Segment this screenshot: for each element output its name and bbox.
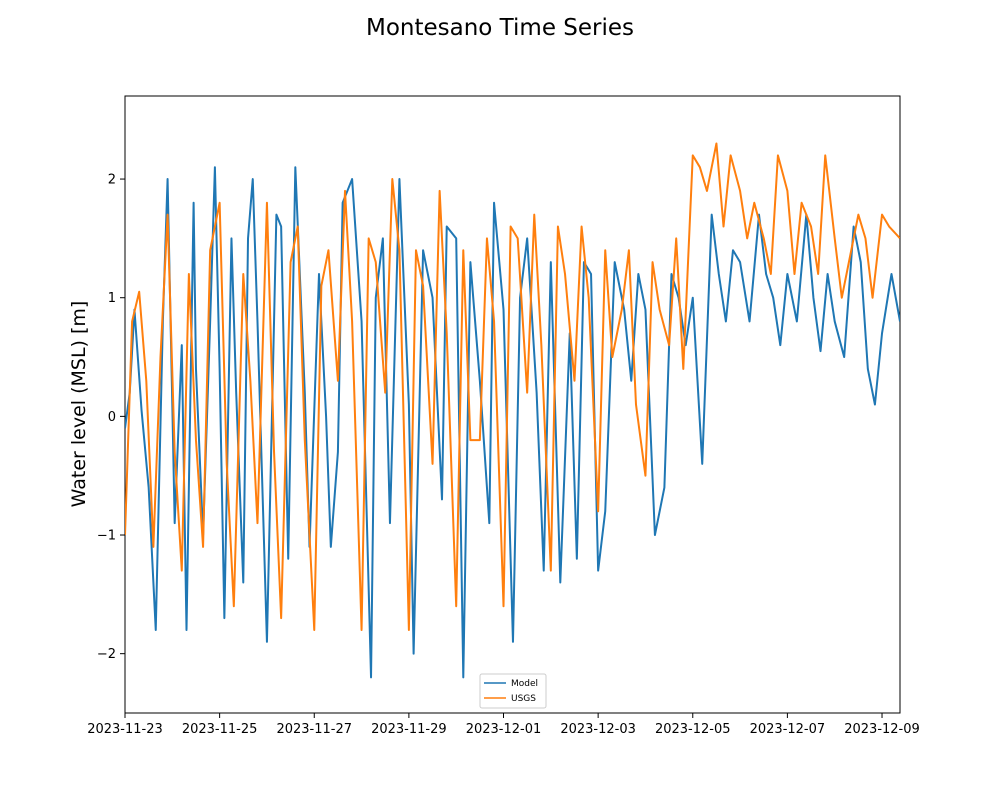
y-axis: −2 −1 0 1 2 — [97, 173, 125, 662]
x-tick-label: 2023-11-25 — [182, 722, 258, 737]
series-line-usgs — [125, 142, 900, 631]
x-tick-label: 2023-12-09 — [844, 722, 920, 737]
x-tick-label: 2023-11-27 — [276, 722, 352, 737]
y-tick-label: 0 — [108, 410, 116, 425]
x-tick-label: 2023-12-05 — [655, 722, 731, 737]
x-tick-label: 2023-12-01 — [466, 722, 542, 737]
legend: Model USGS — [479, 673, 547, 709]
x-axis: 2023-11-23 2023-11-25 2023-11-27 2023-11-29… — [87, 713, 920, 737]
x-tick-label: 2023-12-03 — [560, 722, 636, 737]
y-tick-label: −1 — [97, 529, 116, 544]
x-tick-label: 2023-12-07 — [750, 722, 826, 737]
series-layer — [125, 142, 900, 679]
y-axis-label: Water level (MSL) [m] — [68, 301, 90, 508]
legend-label-usgs: USGS — [511, 694, 536, 704]
y-tick-label: 2 — [108, 173, 116, 188]
chart-title: Montesano Time Series — [366, 15, 634, 41]
series-line-model — [125, 166, 900, 679]
y-tick-label: −2 — [97, 647, 116, 662]
legend-label-model: Model — [511, 679, 538, 689]
y-tick-label: 1 — [108, 291, 116, 306]
x-tick-label: 2023-11-29 — [371, 722, 447, 737]
x-tick-label: 2023-11-23 — [87, 722, 163, 737]
